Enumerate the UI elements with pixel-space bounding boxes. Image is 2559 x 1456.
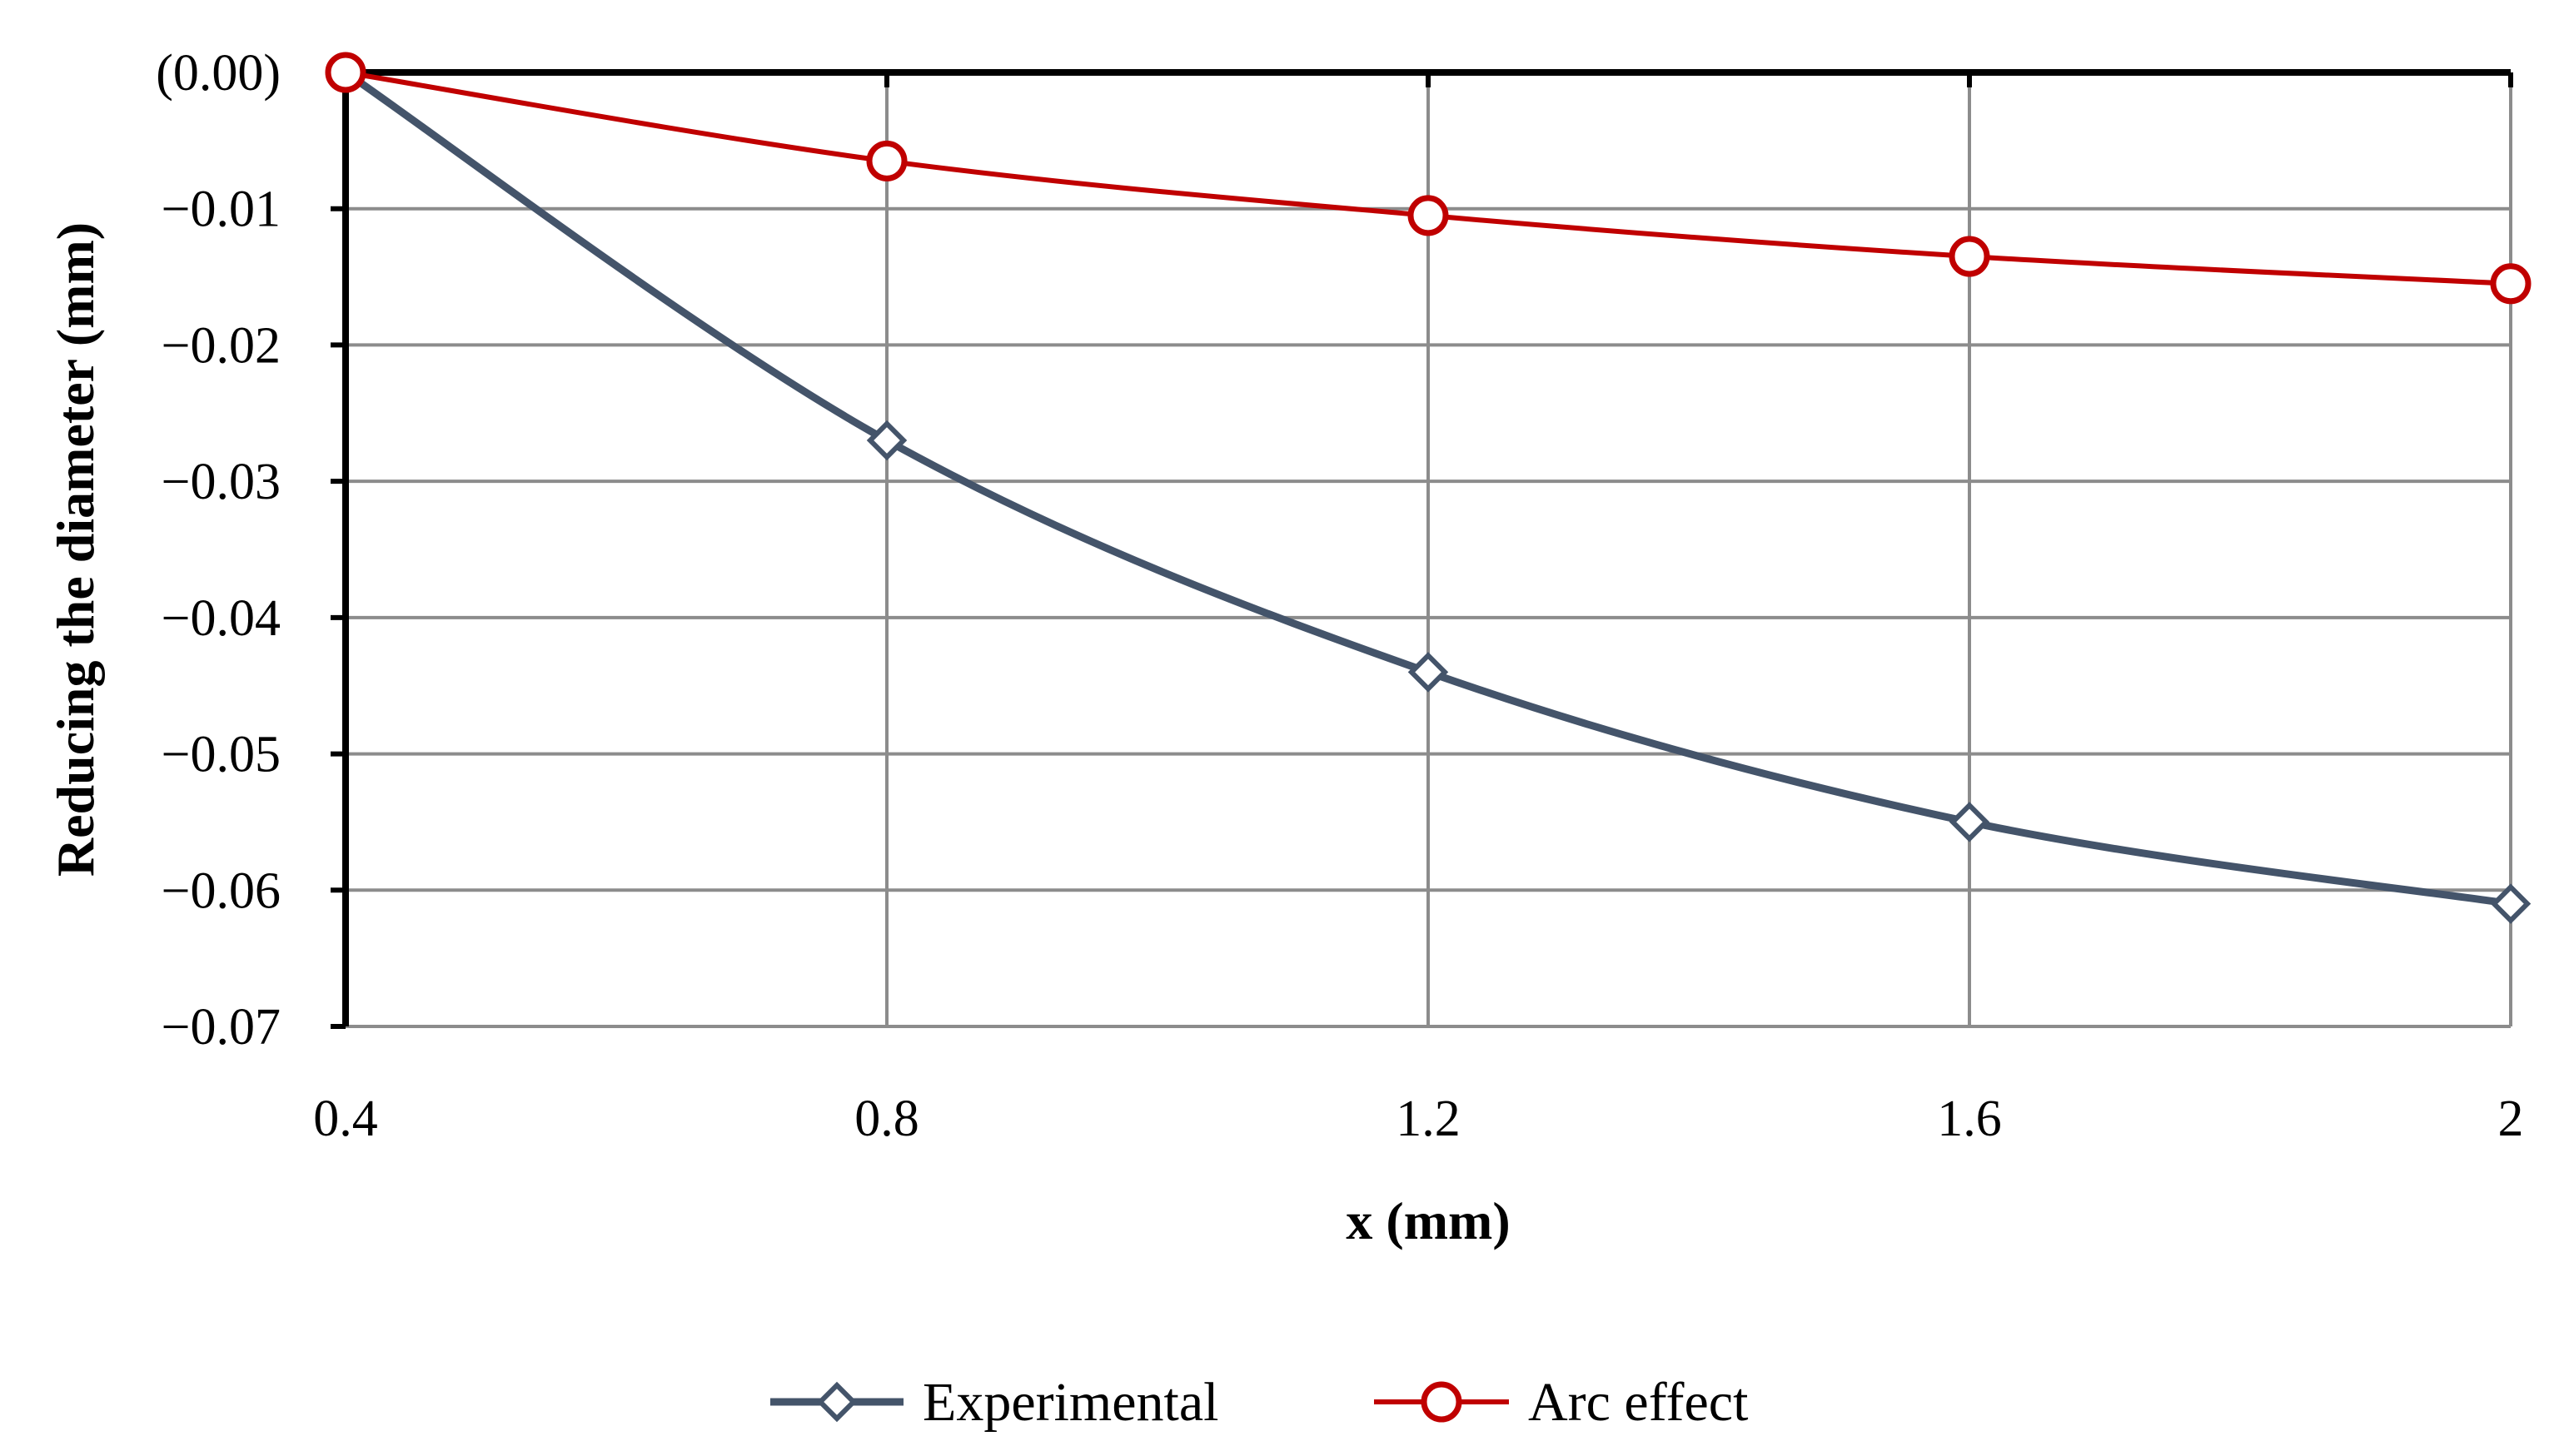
y-tick-label: −0.06 [162, 862, 281, 919]
x-axis-title: x (mm) [1346, 1191, 1510, 1250]
tick-labels: (0.00) −0.01 −0.02 −0.03 −0.04 −0.05 −0.06 −0.0… [156, 45, 2523, 1147]
series-line [343, 69, 2512, 908]
legend-swatch-marker [1421, 1381, 1462, 1423]
legend-swatch-marker [816, 1381, 858, 1423]
legend: Experimental Arc effect [770, 1372, 1748, 1433]
legend-item: Arc effect [1374, 1372, 1748, 1433]
data-point [325, 52, 366, 93]
legend-label: Experimental [923, 1372, 1219, 1433]
data-point [866, 140, 908, 181]
y-tick-label: −0.05 [162, 727, 281, 783]
data-point [1407, 652, 1449, 693]
series [325, 52, 2532, 924]
data-point [2490, 883, 2532, 924]
data-point [2490, 263, 2532, 305]
series-arc-effect [325, 52, 2532, 305]
x-tick-label: 0.4 [313, 1091, 378, 1147]
grid-lines [346, 72, 2512, 1028]
y-tick-label: −0.04 [162, 590, 281, 647]
legend-item: Experimental [770, 1372, 1219, 1433]
y-axis-title: Reducing the diameter (mm) [46, 222, 105, 877]
y-tick-label: (0.00) [156, 45, 281, 102]
legend-label: Arc effect [1528, 1372, 1748, 1433]
data-point [1407, 195, 1449, 236]
y-tick-label: −0.02 [162, 317, 281, 374]
x-tick-label: 1.6 [1937, 1091, 2002, 1147]
y-tick-label: −0.01 [162, 181, 281, 238]
y-tick-label: −0.07 [162, 999, 281, 1056]
data-point [1949, 236, 1990, 277]
y-tick-label: −0.03 [162, 454, 281, 510]
data-point [866, 420, 908, 461]
x-tick-label: 2 [2498, 1091, 2524, 1147]
x-tick-label: 1.2 [1396, 1091, 1461, 1147]
data-point [1949, 802, 1990, 842]
x-tick-label: 0.8 [854, 1091, 919, 1147]
